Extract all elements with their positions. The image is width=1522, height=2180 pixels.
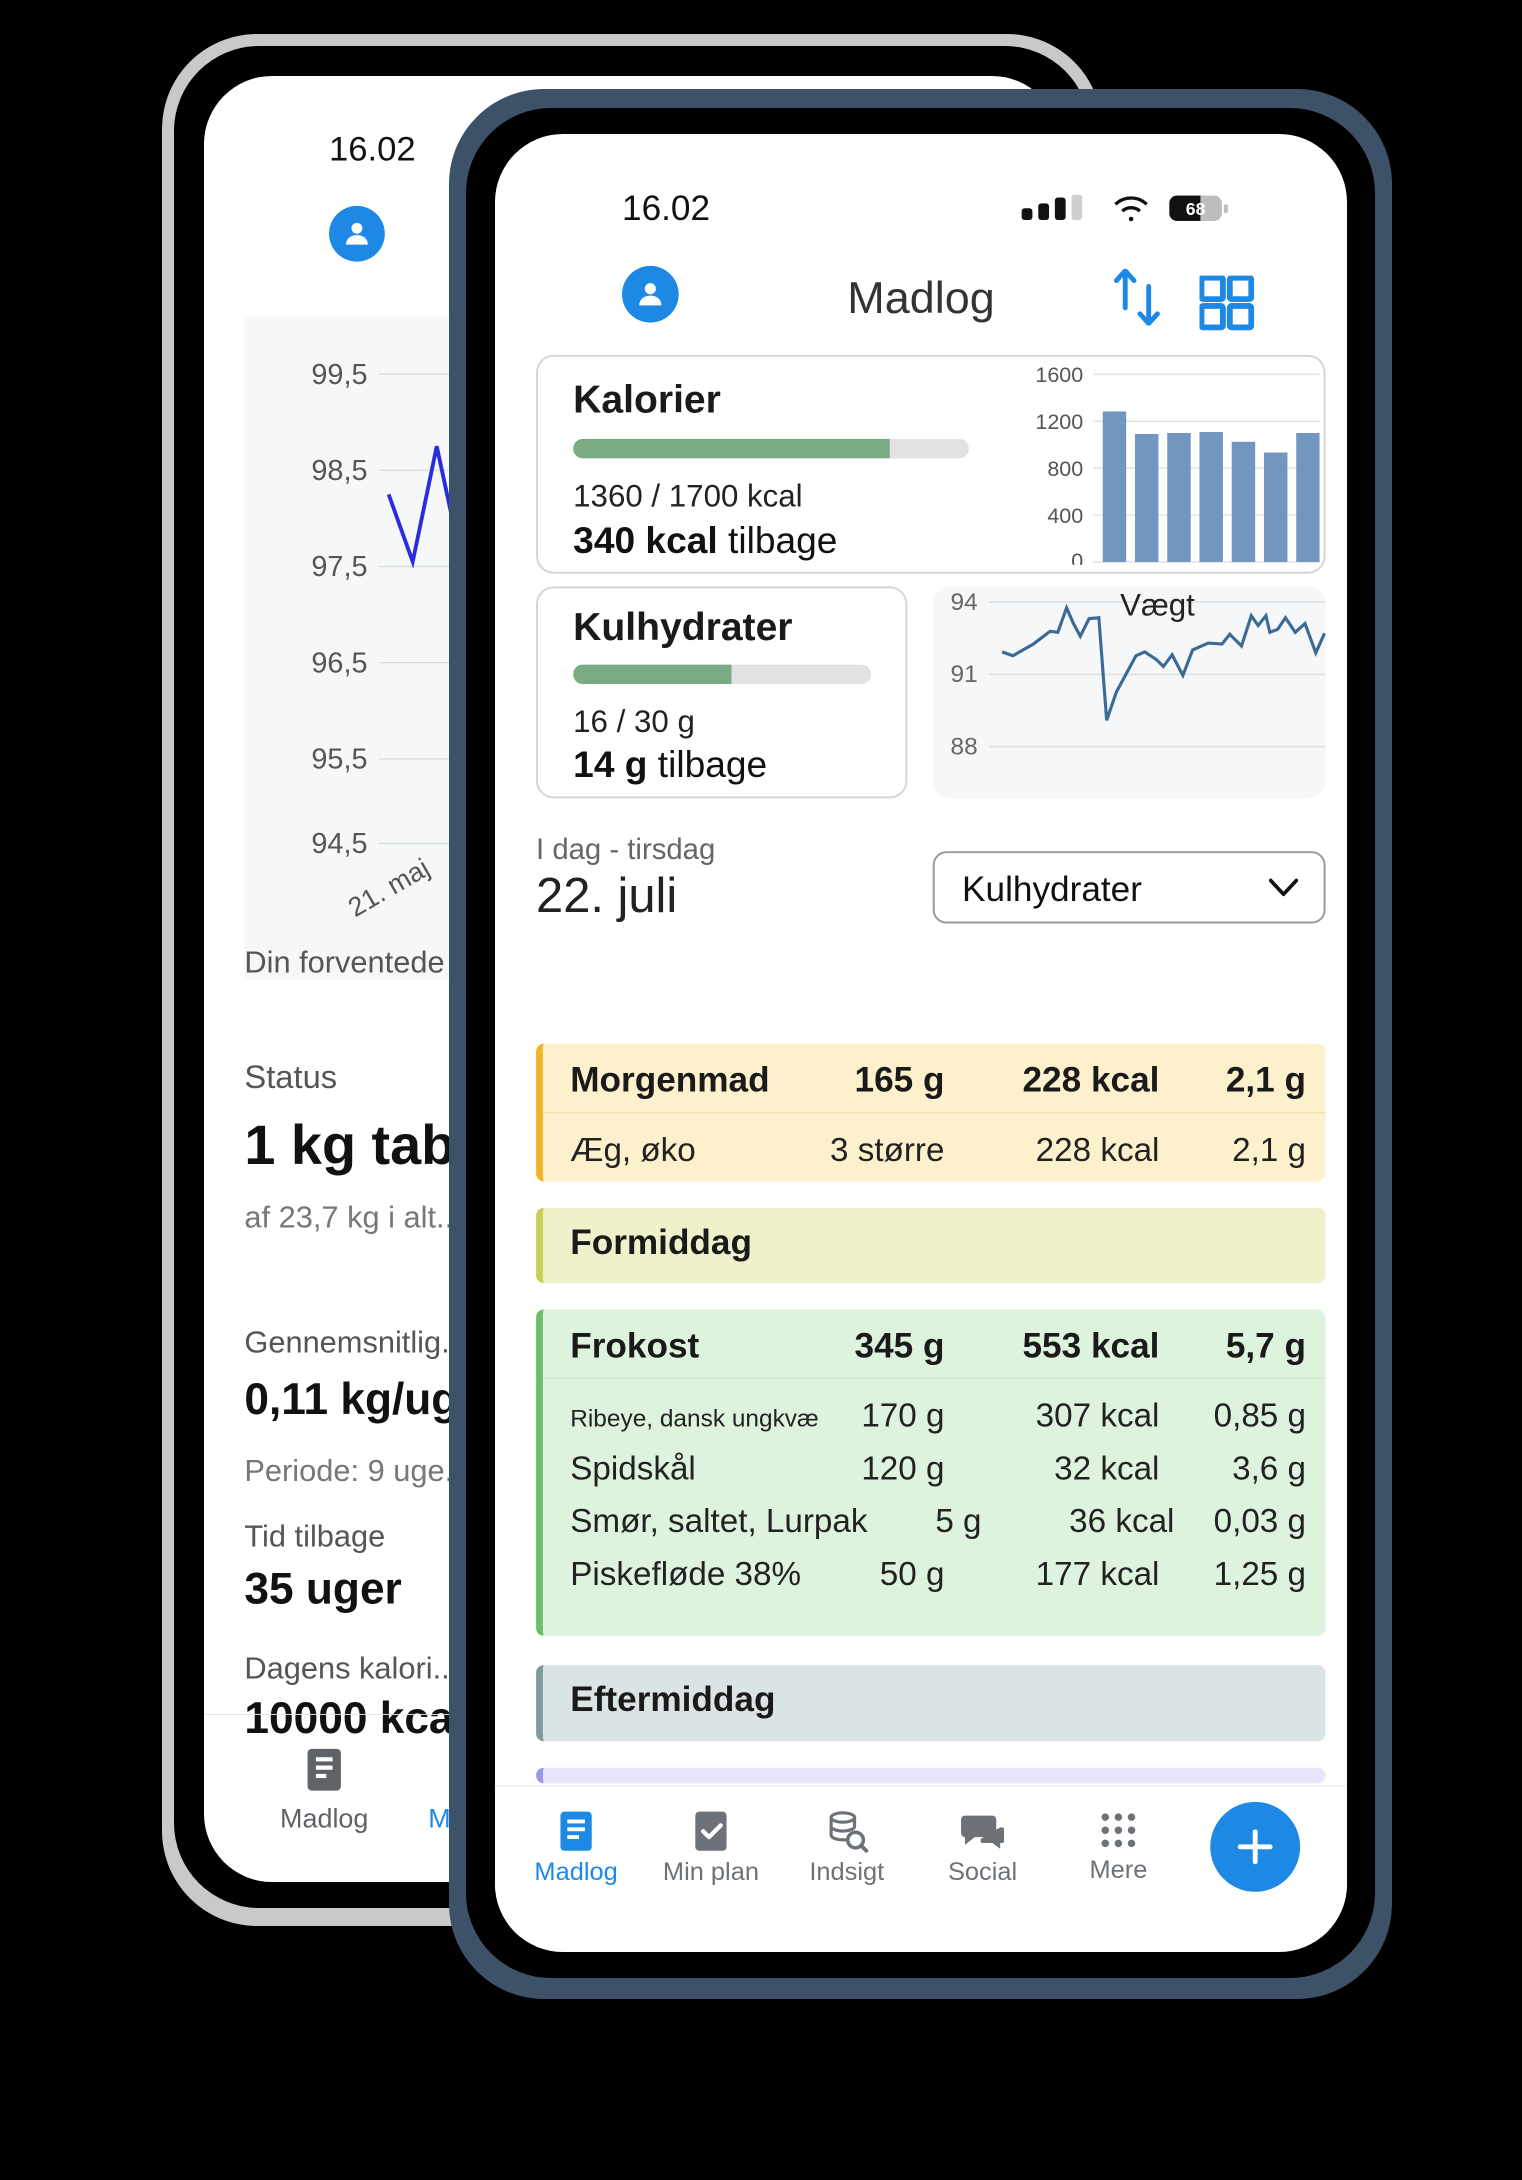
- svg-text:96,5: 96,5: [311, 647, 367, 679]
- svg-text:97,5: 97,5: [311, 551, 367, 583]
- svg-text:88: 88: [951, 733, 978, 760]
- svg-text:68: 68: [1186, 199, 1206, 219]
- svg-text:94: 94: [951, 589, 978, 616]
- svg-text:95,5: 95,5: [311, 743, 367, 775]
- svg-text:99,5: 99,5: [311, 359, 367, 391]
- svg-text:91: 91: [951, 661, 978, 688]
- svg-text:1200: 1200: [1035, 410, 1083, 434]
- svg-text:21. maj: 21. maj: [343, 853, 434, 923]
- svg-text:94,5: 94,5: [311, 828, 367, 860]
- svg-text:Vægt: Vægt: [1120, 588, 1195, 623]
- svg-text:1600: 1600: [1035, 365, 1083, 388]
- svg-text:800: 800: [1047, 457, 1083, 481]
- svg-text:98,5: 98,5: [311, 455, 367, 487]
- svg-text:0: 0: [1071, 549, 1083, 565]
- svg-text:400: 400: [1047, 504, 1083, 528]
